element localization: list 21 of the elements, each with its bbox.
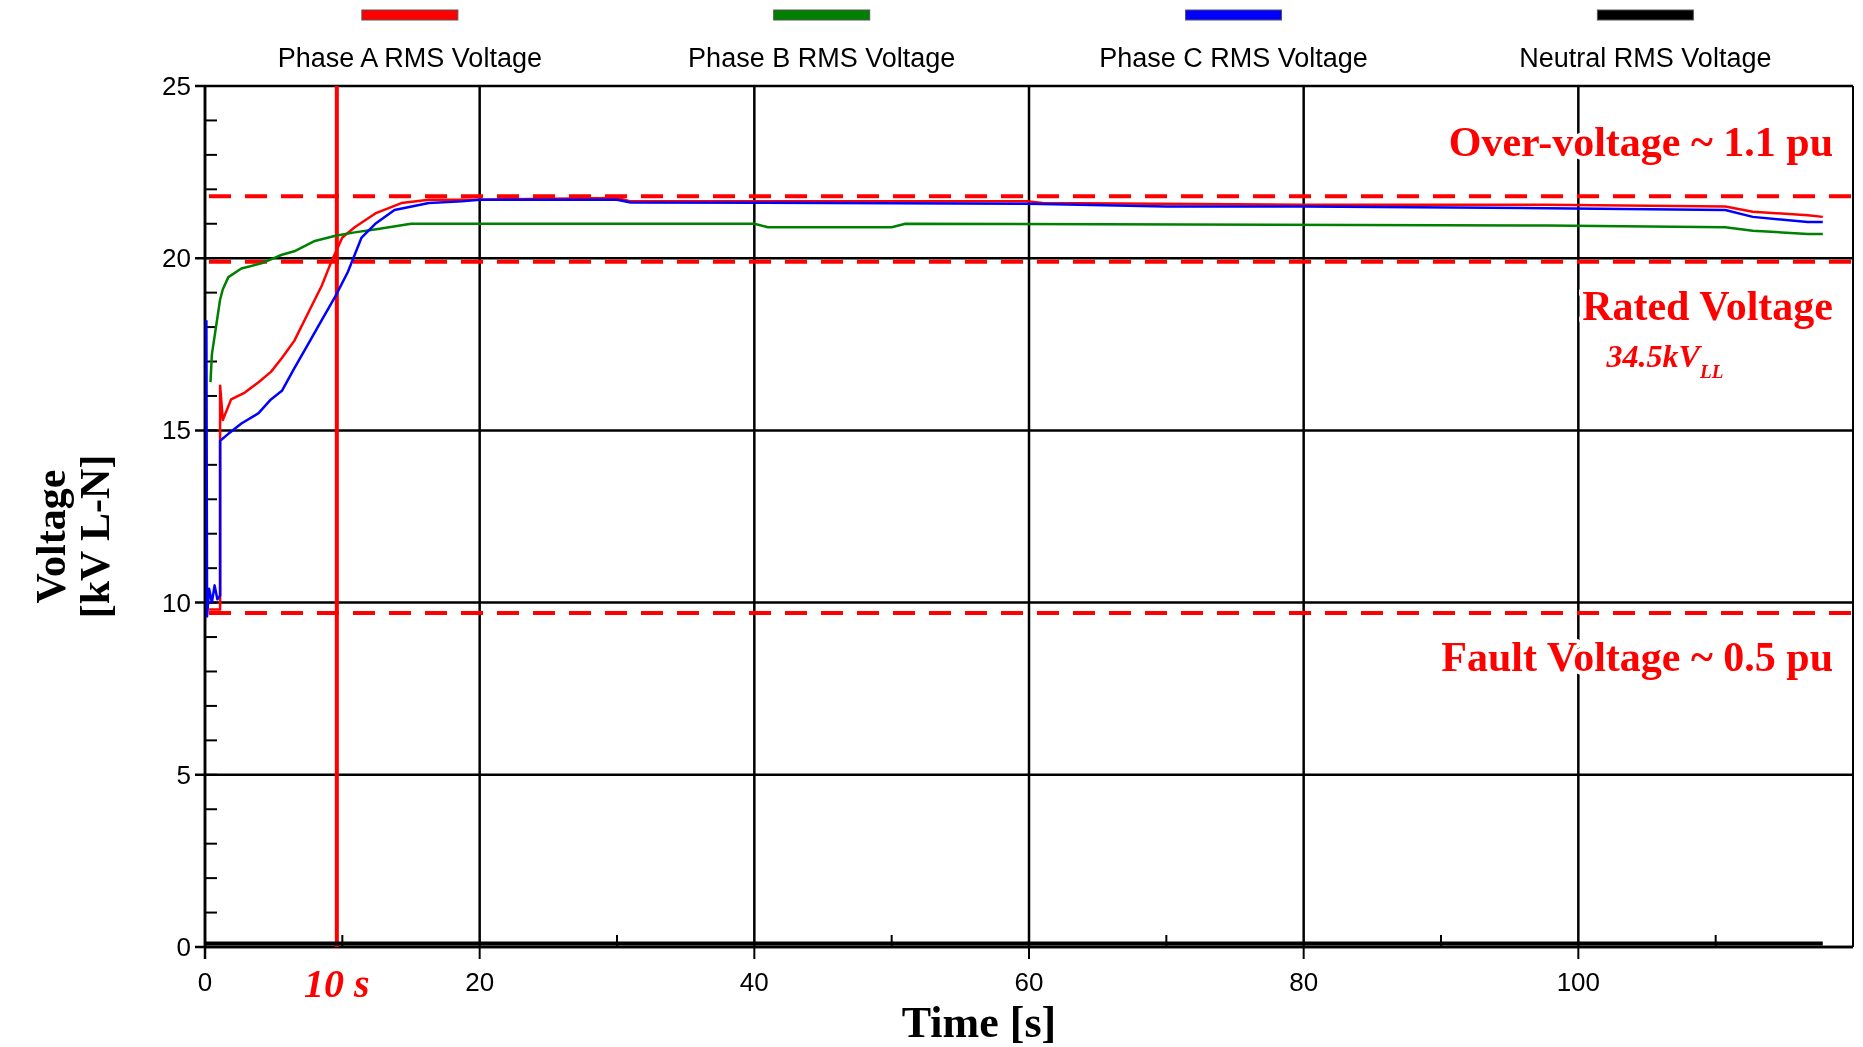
legend-label: Neutral RMS Voltage bbox=[1519, 43, 1772, 73]
annotation: 34.5kV$_{LL}$ bbox=[1605, 337, 1724, 382]
x-tick-label: 40 bbox=[739, 967, 769, 997]
y-tick-label: 20 bbox=[162, 243, 191, 274]
legend-label: Phase C RMS Voltage bbox=[1099, 43, 1368, 73]
y-tick-label: 15 bbox=[162, 415, 191, 446]
x-tick-label: 0 bbox=[197, 967, 213, 997]
x-tick-label: 100 bbox=[1556, 967, 1601, 997]
x-tick-label: 20 bbox=[465, 967, 495, 997]
y-tick-label: 5 bbox=[176, 759, 191, 790]
y-tick-label: 0 bbox=[176, 932, 191, 962]
y-axis-title: Voltage [kV L-N] bbox=[28, 454, 118, 619]
x-axis-title: Time [s] bbox=[901, 998, 1057, 1047]
x-tick-label: 60 bbox=[1014, 967, 1044, 997]
legend-label: Phase A RMS Voltage bbox=[277, 43, 542, 73]
ref-line-label: 10 s bbox=[304, 961, 370, 1006]
ref-line-label: Rated Voltage bbox=[1582, 282, 1833, 329]
x-tick-label: 80 bbox=[1289, 967, 1319, 997]
legend-label: Phase B RMS Voltage bbox=[688, 43, 956, 73]
y-tick-label: 25 bbox=[162, 71, 191, 101]
y-tick-label: 10 bbox=[162, 587, 191, 618]
